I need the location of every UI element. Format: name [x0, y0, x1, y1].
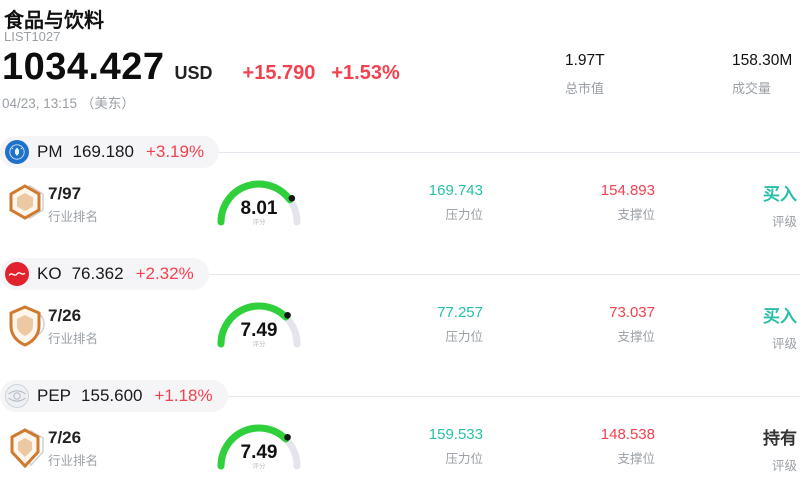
stock-row-pm: PM 169.180 +3.19% 7/97 行业排名 8.01 评分 169.… [0, 136, 800, 258]
stock-change-pct: +2.32% [135, 264, 194, 283]
market-cap-label: 总市值 [565, 81, 605, 96]
list-id: LIST1027 [4, 29, 61, 44]
support-label: 支撑位 [617, 208, 655, 222]
ticker: KO [37, 264, 62, 283]
stock-header: PEP 155.600 +1.18% [0, 380, 800, 412]
ticker: PM [37, 142, 63, 161]
stock-header: KO 76.362 +2.32% [0, 258, 800, 290]
industry-rank-value: 7/97 [48, 184, 82, 203]
rating-column: 买入 评级 [763, 302, 797, 352]
industry-rank-label: 行业排名 [48, 210, 99, 224]
industry-rank-value: 7/26 [48, 306, 82, 325]
quote-timestamp: 04/23, 13:15 （美东） [2, 96, 135, 111]
rating-label: 评级 [771, 459, 797, 473]
score-label: 评分 [253, 461, 267, 470]
pressure-value: 169.743 [428, 182, 483, 199]
rating-column: 买入 评级 [763, 180, 797, 230]
currency-label: USD [174, 63, 213, 83]
rank-badge-icon [9, 184, 44, 220]
stat-market-cap: 1.97T 总市值 [565, 52, 605, 97]
gauge-pointer-dot [288, 195, 296, 202]
volume-value: 158.30M [732, 52, 793, 69]
support-label: 支撑位 [617, 452, 655, 466]
stock-price: 76.362 [71, 264, 124, 283]
support-column: 148.538 支撑位 [601, 426, 655, 467]
score-gauge: 8.01 评分 [217, 180, 301, 226]
pressure-value: 159.533 [428, 426, 483, 443]
support-column: 73.037 支撑位 [609, 304, 655, 345]
support-value: 148.538 [600, 426, 655, 443]
support-label: 支撑位 [617, 330, 655, 344]
volume-label: 成交量 [732, 81, 772, 96]
stat-volume: 158.30M 成交量 [732, 52, 792, 97]
score-gauge: 7.49 评分 [217, 302, 301, 348]
price-change: +15.790 [242, 62, 316, 84]
pressure-label: 压力位 [445, 452, 483, 466]
stock-row-pep: PEP 155.600 +1.18% 7/26 行业排名 7.49 评分 159… [0, 380, 800, 488]
price-row: 1034.427 USD +15.790 +1.53% [2, 46, 400, 89]
pressure-column: 77.257 压力位 [437, 304, 483, 345]
score-value: 8.01 [241, 198, 278, 219]
stock-chip-ko[interactable]: KO 76.362 +2.32% [0, 258, 209, 290]
stock-price: 155.600 [81, 386, 143, 405]
divider-line [219, 151, 800, 153]
support-value: 73.037 [609, 304, 655, 321]
stock-price: 169.180 [72, 142, 134, 161]
stock-row-ko: KO 76.362 +2.32% 7/26 行业排名 7.49 评分 77.25… [0, 258, 800, 380]
page-title: 食品与饮料 [4, 10, 104, 32]
gauge-pointer-dot [284, 433, 291, 441]
gauge-pointer-dot [284, 311, 291, 319]
industry-rank-label: 行业排名 [48, 454, 99, 468]
stock-header: PM 169.180 +3.19% [0, 136, 800, 168]
stock-chip-pm[interactable]: PM 169.180 +3.19% [0, 136, 220, 168]
score-label: 评分 [253, 217, 267, 226]
score-value: 7.49 [241, 320, 278, 341]
market-cap-value: 1.97T [565, 52, 605, 69]
rating-label: 评级 [771, 215, 797, 229]
rating-value: 持有 [763, 429, 797, 448]
support-value: 154.893 [600, 182, 655, 199]
stock-change-pct: +3.19% [145, 142, 205, 161]
score-gauge: 7.49 评分 [217, 424, 301, 470]
sector-price: 1034.427 [2, 46, 165, 88]
price-change-pct: +1.53% [331, 62, 400, 84]
divider-line [208, 273, 800, 275]
pressure-label: 压力位 [445, 330, 483, 344]
stock-change-pct: +1.18% [154, 386, 213, 405]
rank-badge-icon [9, 305, 45, 347]
rank-badge-icon [10, 428, 44, 469]
stock-chip-pep[interactable]: PEP 155.600 +1.18% [0, 380, 228, 412]
rating-value: 买入 [763, 307, 797, 326]
support-column: 154.893 支撑位 [601, 182, 655, 223]
score-value: 7.49 [241, 442, 278, 463]
pressure-label: 压力位 [445, 208, 483, 222]
ticker: PEP [37, 386, 72, 405]
pressure-column: 169.743 压力位 [429, 182, 483, 223]
rating-column: 持有 评级 [763, 424, 797, 474]
industry-rank-label: 行业排名 [48, 332, 99, 346]
industry-rank-value: 7/26 [48, 428, 82, 447]
ko-logo-icon [5, 262, 29, 286]
rating-value: 买入 [763, 185, 797, 204]
pressure-value: 77.257 [437, 304, 483, 321]
pm-logo-icon [5, 140, 29, 164]
score-label: 评分 [253, 339, 267, 348]
divider-line [227, 395, 800, 397]
pep-logo-icon [5, 384, 29, 408]
pressure-column: 159.533 压力位 [429, 426, 483, 467]
rating-label: 评级 [771, 337, 797, 351]
